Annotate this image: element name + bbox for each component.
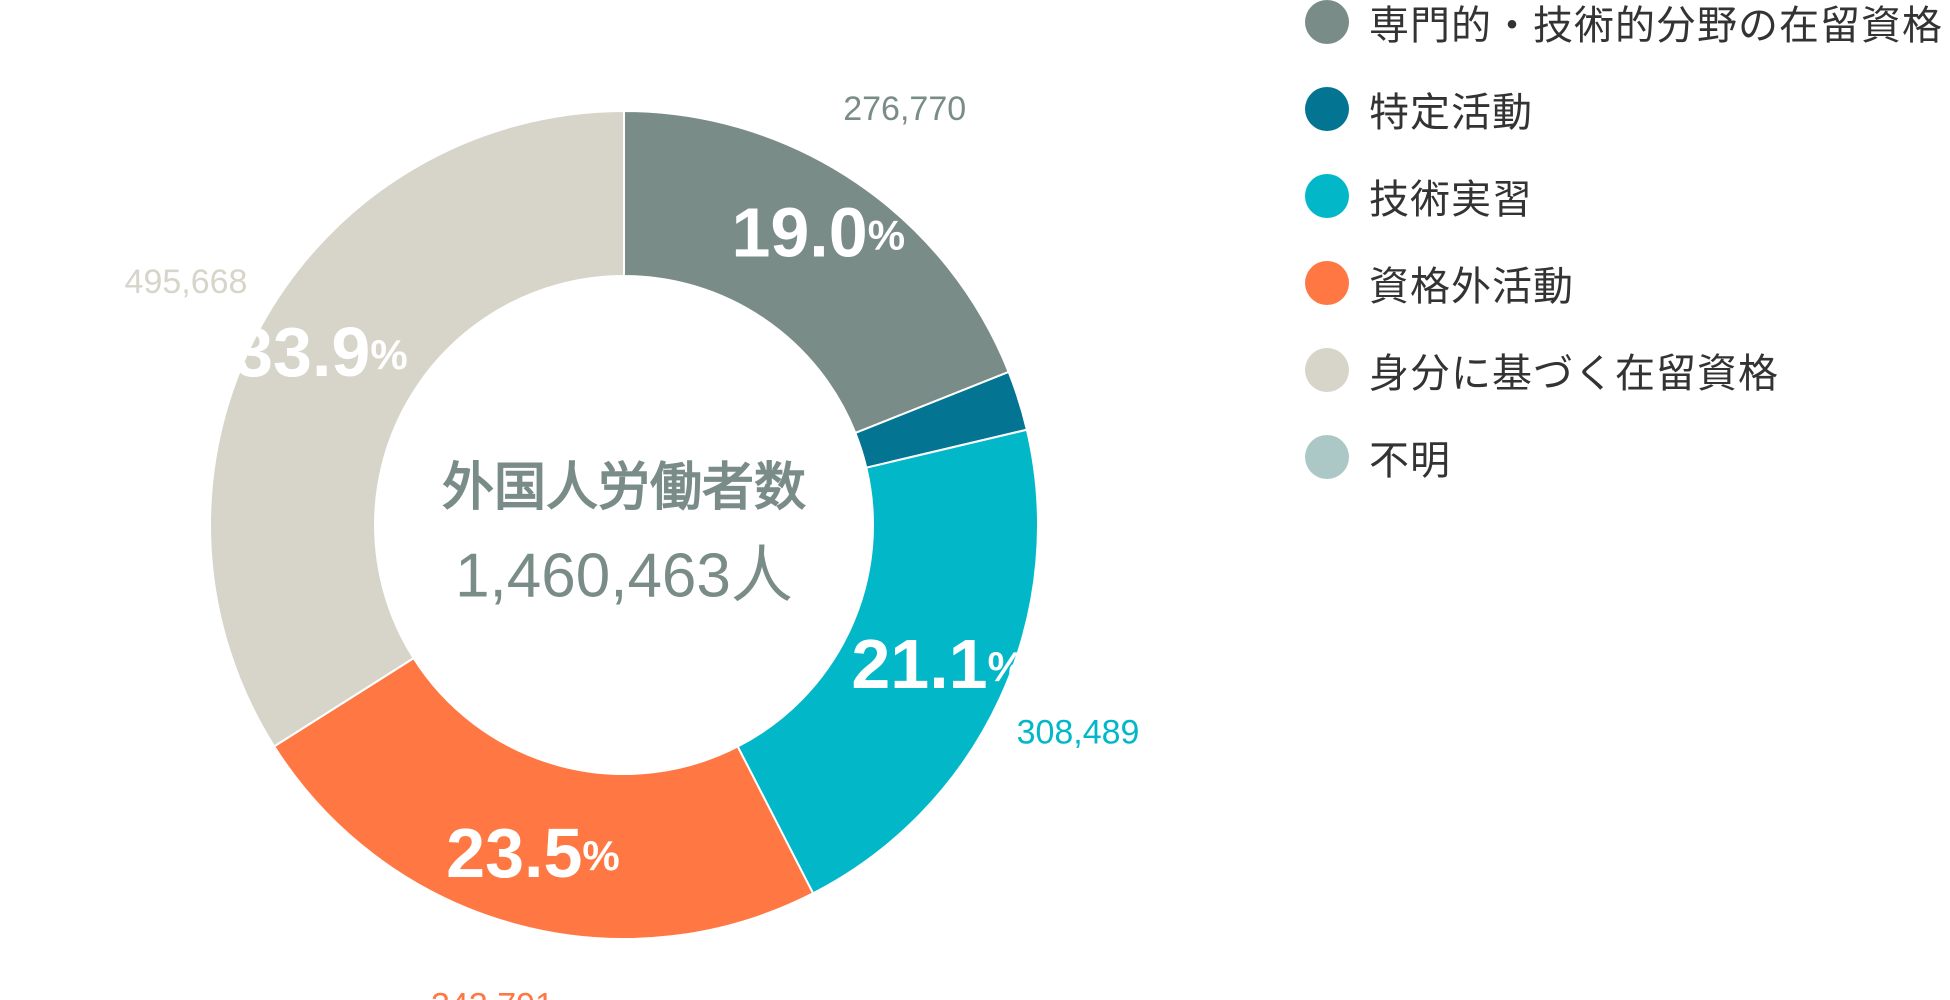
percent-labels: 19.0%21.1%23.5%33.9% bbox=[234, 194, 1025, 892]
legend-swatch bbox=[1305, 261, 1349, 305]
center-value: 1,460,463人 bbox=[455, 541, 793, 610]
value-label: 343,791 bbox=[431, 986, 554, 1000]
legend-label: 特定活動 bbox=[1369, 90, 1533, 136]
legend-item: 資格外活動 bbox=[1305, 253, 1574, 313]
percent-sign: % bbox=[582, 832, 619, 879]
value-label: 308,489 bbox=[1017, 713, 1140, 751]
center-title: 外国人労働者数 bbox=[442, 458, 806, 518]
percent-label: 19.0% bbox=[731, 194, 905, 272]
percent-value: 23.5 bbox=[446, 814, 582, 892]
legend-swatch bbox=[1305, 87, 1349, 131]
legend-label: 不明 bbox=[1369, 438, 1451, 484]
value-label: 276,770 bbox=[843, 90, 966, 128]
percent-label: 33.9% bbox=[234, 314, 408, 392]
percent-value: 21.1 bbox=[851, 625, 987, 703]
legend-label: 資格外活動 bbox=[1369, 264, 1574, 310]
percent-label: 21.1% bbox=[851, 625, 1025, 703]
donut-slice bbox=[272, 656, 815, 940]
legend-label: 身分に基づく在留資格 bbox=[1369, 351, 1779, 397]
legend-item: 特定活動 bbox=[1305, 79, 1533, 139]
legend-item: 不明 bbox=[1305, 427, 1451, 487]
legend-item: 身分に基づく在留資格 bbox=[1305, 340, 1779, 400]
percent-sign: % bbox=[868, 212, 905, 259]
donut-slice bbox=[209, 109, 625, 748]
legend-label: 専門的・技術的分野の在留資格 bbox=[1369, 3, 1943, 49]
donut-slice bbox=[736, 428, 1039, 895]
legend-item: 専門的・技術的分野の在留資格 bbox=[1305, 0, 1943, 52]
legend-swatch bbox=[1305, 174, 1349, 218]
legend-swatch bbox=[1305, 435, 1349, 479]
percent-value: 33.9 bbox=[234, 314, 370, 392]
value-label: 495,668 bbox=[125, 263, 248, 301]
percent-label: 23.5% bbox=[446, 814, 620, 892]
legend-label: 技術実習 bbox=[1369, 177, 1533, 223]
donut-chart: 19.0%21.1%23.5%33.9% 276,770308,489343,7… bbox=[125, 90, 1140, 1000]
donut-slice bbox=[623, 109, 1010, 435]
legend-swatch bbox=[1305, 348, 1349, 392]
percent-value: 19.0 bbox=[731, 194, 867, 272]
legend-swatch bbox=[1305, 0, 1349, 44]
value-labels: 276,770 308,489 343,791 495,668 bbox=[125, 90, 1140, 1000]
percent-sign: % bbox=[370, 331, 407, 378]
percent-sign: % bbox=[988, 643, 1025, 690]
donut-slices bbox=[209, 109, 1039, 940]
legend-item: 技術実習 bbox=[1305, 166, 1533, 226]
